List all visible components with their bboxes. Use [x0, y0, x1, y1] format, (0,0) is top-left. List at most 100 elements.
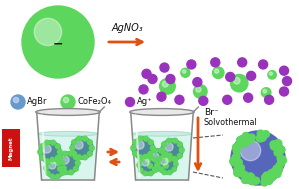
Circle shape — [245, 174, 253, 181]
Circle shape — [268, 71, 276, 79]
Circle shape — [167, 138, 171, 143]
Circle shape — [172, 156, 176, 161]
Circle shape — [242, 140, 249, 147]
Circle shape — [143, 171, 147, 176]
Circle shape — [199, 96, 208, 105]
Polygon shape — [38, 134, 98, 180]
Circle shape — [62, 170, 67, 175]
Circle shape — [89, 146, 94, 150]
Circle shape — [277, 156, 285, 163]
Circle shape — [137, 163, 141, 167]
Circle shape — [172, 167, 176, 171]
Circle shape — [237, 170, 244, 177]
Circle shape — [178, 153, 182, 158]
FancyBboxPatch shape — [2, 129, 20, 167]
Circle shape — [61, 95, 75, 109]
Circle shape — [166, 74, 175, 84]
Circle shape — [153, 168, 157, 172]
Circle shape — [193, 78, 202, 87]
Circle shape — [258, 135, 265, 142]
Circle shape — [193, 85, 207, 98]
Circle shape — [60, 161, 64, 165]
Circle shape — [278, 146, 285, 153]
Circle shape — [242, 132, 249, 139]
Circle shape — [56, 155, 60, 160]
Circle shape — [69, 151, 74, 156]
Circle shape — [51, 159, 55, 164]
Circle shape — [13, 97, 19, 103]
Circle shape — [240, 140, 261, 161]
Circle shape — [147, 149, 169, 171]
Circle shape — [157, 92, 166, 101]
Circle shape — [50, 157, 54, 162]
Circle shape — [173, 138, 178, 143]
Ellipse shape — [38, 131, 98, 136]
Circle shape — [43, 145, 51, 153]
Circle shape — [126, 98, 135, 106]
Circle shape — [249, 177, 256, 184]
Circle shape — [56, 144, 60, 149]
Circle shape — [77, 155, 81, 160]
Circle shape — [133, 151, 138, 156]
Circle shape — [152, 167, 157, 172]
Circle shape — [45, 140, 49, 145]
Circle shape — [164, 152, 168, 157]
Circle shape — [83, 155, 88, 160]
Circle shape — [271, 143, 277, 150]
Circle shape — [244, 138, 251, 145]
Circle shape — [144, 155, 149, 160]
Circle shape — [230, 158, 237, 165]
Circle shape — [179, 148, 184, 152]
Circle shape — [277, 159, 285, 166]
Circle shape — [63, 97, 69, 103]
Circle shape — [167, 153, 172, 158]
Circle shape — [45, 159, 49, 164]
Circle shape — [83, 136, 88, 141]
Circle shape — [51, 140, 55, 145]
Circle shape — [148, 163, 152, 168]
Circle shape — [48, 161, 56, 169]
Circle shape — [38, 149, 43, 154]
Circle shape — [58, 155, 62, 160]
Ellipse shape — [130, 109, 194, 115]
Circle shape — [165, 143, 173, 151]
Circle shape — [271, 168, 277, 175]
Circle shape — [275, 146, 282, 153]
Circle shape — [235, 165, 242, 172]
Circle shape — [160, 157, 168, 165]
Circle shape — [162, 153, 167, 158]
Circle shape — [71, 137, 93, 159]
Circle shape — [58, 166, 62, 171]
Circle shape — [265, 95, 274, 104]
Circle shape — [271, 171, 278, 178]
Circle shape — [88, 151, 92, 156]
Circle shape — [181, 68, 190, 77]
Circle shape — [275, 167, 282, 174]
Circle shape — [146, 158, 151, 162]
Circle shape — [62, 166, 66, 170]
Circle shape — [239, 170, 246, 177]
Text: AgNO₃: AgNO₃ — [111, 23, 143, 33]
Circle shape — [231, 159, 237, 166]
Circle shape — [240, 137, 247, 144]
Circle shape — [74, 155, 78, 160]
Circle shape — [165, 158, 170, 162]
Circle shape — [253, 177, 260, 184]
Circle shape — [233, 147, 240, 154]
Circle shape — [234, 166, 241, 173]
Circle shape — [157, 154, 177, 174]
Circle shape — [196, 87, 201, 92]
Circle shape — [257, 134, 264, 141]
Circle shape — [57, 149, 62, 154]
Circle shape — [237, 140, 244, 147]
Circle shape — [143, 154, 147, 159]
Circle shape — [226, 72, 235, 81]
Circle shape — [236, 167, 243, 174]
Circle shape — [232, 154, 239, 161]
Circle shape — [138, 136, 142, 141]
Circle shape — [268, 174, 275, 181]
Circle shape — [275, 165, 282, 172]
Circle shape — [182, 70, 186, 73]
Circle shape — [141, 158, 149, 166]
Circle shape — [213, 67, 224, 78]
